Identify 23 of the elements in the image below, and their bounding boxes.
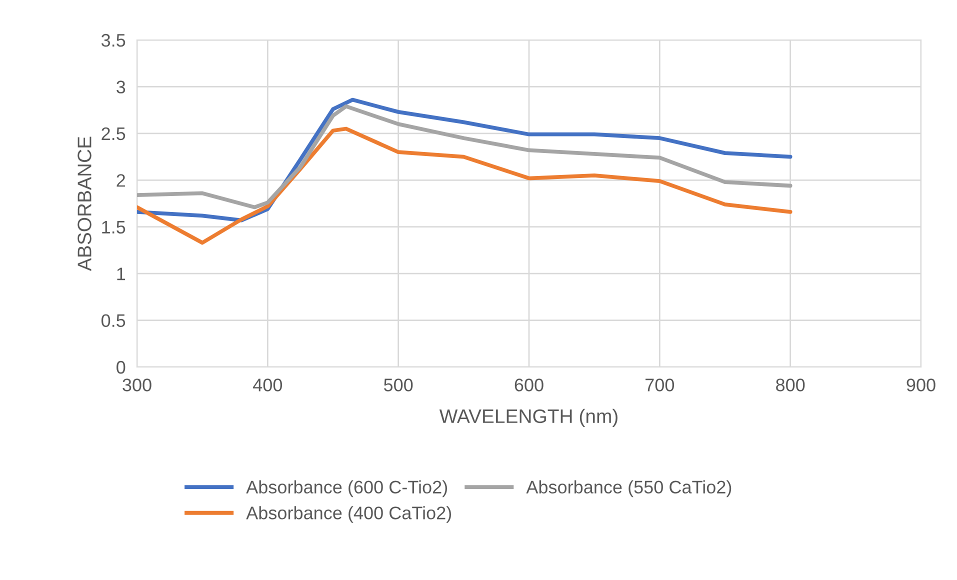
line-series [137, 98, 792, 222]
legend-label: Absorbance (400 CaTio2) [246, 506, 452, 523]
y-tick-label: 2 [116, 174, 125, 187]
line-series [137, 104, 792, 210]
y-tick-label: 2.5 [102, 127, 126, 140]
x-axis-title: WAVELENGTH (nm) [439, 408, 618, 427]
x-tick-label: 400 [253, 378, 282, 392]
x-tick-label: 800 [776, 378, 805, 392]
x-tick-label: 700 [646, 378, 674, 392]
x-tick-label: 900 [906, 378, 936, 392]
line-series [137, 126, 792, 245]
y-tick-label: 1 [117, 268, 126, 280]
legend-label: Absorbance (550 CaTio2) [526, 480, 732, 498]
y-tick-label: 0 [116, 360, 126, 374]
legend-label: Absorbance (600 C-Tio2) [246, 480, 448, 498]
x-tick-label: 300 [122, 378, 152, 392]
y-tick-label: 3.5 [101, 34, 126, 47]
y-tick-label: 0.5 [101, 314, 126, 328]
y-tick-label: 1.5 [102, 220, 126, 234]
x-tick-label: 500 [384, 378, 413, 392]
y-tick-label: 3 [116, 80, 126, 94]
x-tick-label: 600 [514, 378, 544, 392]
y-axis-title: ABSORBANCE [78, 136, 92, 271]
